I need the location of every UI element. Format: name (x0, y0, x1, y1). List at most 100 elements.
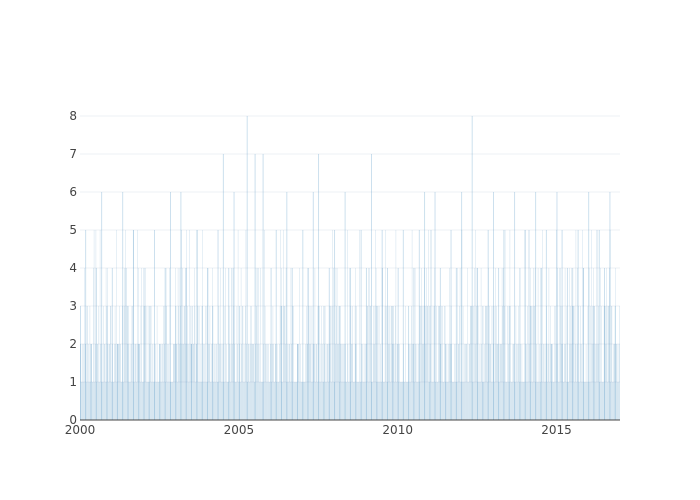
bar (187, 306, 188, 420)
bar (204, 382, 206, 420)
bar (595, 344, 596, 420)
bar (158, 382, 160, 420)
bar (215, 344, 217, 420)
bar (152, 382, 154, 420)
bar (273, 382, 275, 420)
bar (132, 306, 133, 420)
bar (203, 344, 204, 420)
bar (489, 344, 491, 420)
bar (280, 230, 281, 420)
bar (315, 344, 317, 420)
bar (418, 344, 419, 420)
bar (514, 192, 516, 420)
bar (588, 192, 590, 420)
bar (469, 344, 470, 420)
bar (444, 306, 446, 420)
bar (253, 344, 254, 420)
bar (434, 306, 435, 420)
bar (237, 344, 238, 420)
bar (86, 382, 87, 420)
bar (270, 344, 272, 420)
bar (180, 344, 182, 420)
bar (459, 268, 461, 420)
bar (140, 382, 141, 420)
bar (133, 230, 134, 420)
bar (606, 306, 608, 420)
bar (598, 306, 599, 420)
bar (141, 382, 143, 420)
bar (440, 344, 442, 420)
bar (107, 268, 108, 420)
bar (120, 344, 121, 420)
bar (504, 230, 506, 420)
bar (384, 306, 386, 420)
bar (538, 382, 539, 420)
bar (380, 382, 382, 420)
bar (160, 344, 161, 420)
bar (207, 268, 208, 420)
bar (432, 306, 434, 420)
bar (360, 382, 361, 420)
bar (416, 344, 418, 420)
bar (413, 344, 415, 420)
bar (224, 306, 226, 420)
bar (356, 306, 357, 420)
bar (581, 344, 582, 420)
bar (285, 268, 287, 420)
bar (81, 382, 83, 420)
bar (227, 382, 228, 420)
bar (496, 306, 497, 420)
bar (542, 382, 544, 420)
bar (387, 382, 388, 420)
bar (328, 268, 330, 420)
bar (421, 268, 422, 420)
bar (488, 268, 489, 420)
bar (434, 268, 436, 420)
bar (281, 268, 282, 420)
bar (279, 344, 280, 420)
bar (167, 382, 169, 420)
bar (196, 344, 197, 420)
bar (186, 344, 188, 420)
bar (546, 344, 548, 420)
bar (476, 268, 478, 420)
bar (566, 306, 568, 420)
bar (473, 306, 474, 420)
bar (543, 344, 545, 420)
bar (428, 230, 429, 420)
bar (101, 344, 103, 420)
bar (111, 268, 113, 420)
bar (195, 382, 196, 420)
bar (99, 382, 100, 420)
bar (593, 344, 595, 420)
bar (80, 344, 81, 420)
bar (567, 382, 569, 420)
bar (566, 268, 568, 420)
bar (143, 306, 145, 420)
bar (221, 382, 222, 420)
bar (558, 382, 559, 420)
bar (170, 382, 172, 420)
bar (136, 382, 137, 420)
bar (449, 268, 450, 420)
bar (155, 344, 156, 420)
bar (520, 344, 521, 420)
bar (325, 382, 326, 420)
bar (317, 382, 318, 420)
bar (587, 382, 588, 420)
bar (183, 344, 184, 420)
bar (202, 230, 203, 420)
bar (271, 382, 272, 420)
bar (161, 382, 162, 420)
bar (290, 268, 292, 420)
bar (437, 382, 438, 420)
bar (267, 344, 268, 420)
bar (441, 382, 443, 420)
bar (390, 382, 391, 420)
bar (470, 306, 471, 420)
bar (281, 382, 283, 420)
bar (334, 230, 336, 420)
bar (608, 306, 609, 420)
bar (371, 382, 372, 420)
bar (497, 344, 499, 420)
